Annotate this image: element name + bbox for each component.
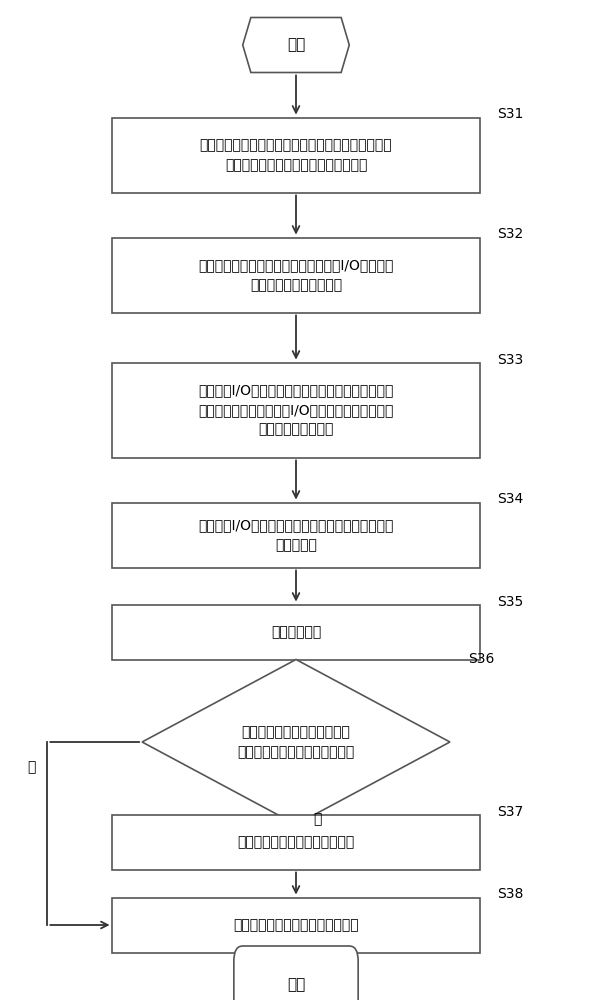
- Text: 按照自动化测试程序对应的配置表，对I/O仿真资源
装置的驱动程序进行配置: 按照自动化测试程序对应的配置表，对I/O仿真资源 装置的驱动程序进行配置: [198, 258, 394, 292]
- FancyBboxPatch shape: [112, 117, 480, 192]
- Text: 确定被测机载设备不符合使用标准: 确定被测机载设备不符合使用标准: [233, 918, 359, 932]
- Polygon shape: [243, 18, 349, 73]
- FancyBboxPatch shape: [112, 814, 480, 869]
- Text: S38: S38: [497, 888, 524, 902]
- Text: S37: S37: [497, 804, 523, 818]
- Text: 在完成对I/O仿真资源装置的驱动程序的配置后，按
照自动化测试程序，控制I/O仿真资源装置输出测试
信号至被测机载设备: 在完成对I/O仿真资源装置的驱动程序的配置后，按 照自动化测试程序，控制I/O仿…: [198, 383, 394, 436]
- FancyBboxPatch shape: [112, 362, 480, 458]
- FancyBboxPatch shape: [112, 502, 480, 568]
- FancyBboxPatch shape: [112, 898, 480, 952]
- Text: 否: 否: [27, 760, 36, 774]
- Text: S36: S36: [468, 652, 494, 666]
- Text: S33: S33: [497, 353, 523, 366]
- Text: 接收所述I/O仿真资源装置从被测机载设备中采集到
的反馈数据: 接收所述I/O仿真资源装置从被测机载设备中采集到 的反馈数据: [198, 518, 394, 552]
- FancyBboxPatch shape: [234, 946, 358, 1000]
- Text: 结束: 结束: [287, 978, 305, 992]
- Text: 是: 是: [314, 812, 322, 826]
- Text: 存储反馈数据: 存储反馈数据: [271, 625, 321, 639]
- Text: S31: S31: [497, 107, 524, 121]
- FancyBboxPatch shape: [112, 237, 480, 312]
- Text: S32: S32: [497, 228, 523, 241]
- Text: 接收测试管理装置针对被测机载设备下发的自动化测
试程序和自动化测试程序对应的配置表: 接收测试管理装置针对被测机载设备下发的自动化测 试程序和自动化测试程序对应的配置…: [200, 138, 392, 172]
- Text: 判断反馈数据是否在被测机载
设备对应的预设标准阈值范围内: 判断反馈数据是否在被测机载 设备对应的预设标准阈值范围内: [237, 725, 355, 759]
- Text: 开始: 开始: [287, 37, 305, 52]
- FancyBboxPatch shape: [112, 604, 480, 660]
- Text: S35: S35: [497, 594, 523, 608]
- Text: 确定被测机载设备符合使用标准: 确定被测机载设备符合使用标准: [237, 835, 355, 849]
- Text: S34: S34: [497, 492, 523, 506]
- Polygon shape: [142, 660, 450, 824]
